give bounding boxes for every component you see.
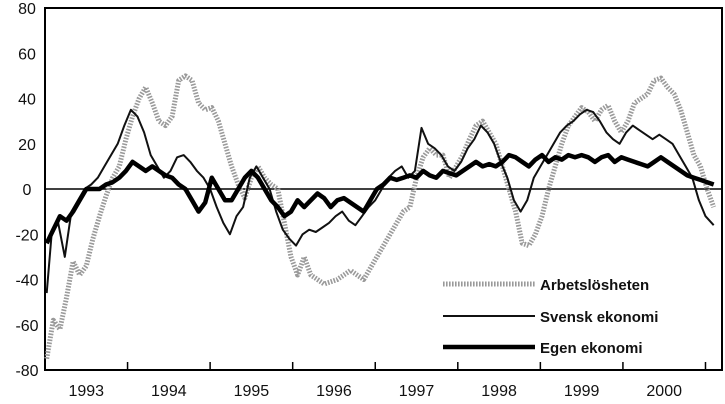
legend-item-svensk-ekonomi-label: Svensk ekonomi: [540, 309, 658, 326]
legend-item-arbetslosheten-label: Arbetslösheten: [540, 277, 649, 294]
x-tick-label: 2000: [646, 383, 682, 400]
x-tick-label: 1996: [316, 383, 352, 400]
series-layer: [44, 73, 717, 360]
x-tick-label: 1997: [399, 383, 435, 400]
x-axis-labels: 1993 1994 1995 1996 1997 1998 1999 2000: [68, 383, 682, 400]
y-tick-label: 60: [18, 46, 36, 63]
legend-item-egen-ekonomi-label: Egen ekonomi: [540, 340, 643, 357]
y-tick-label: -80: [15, 363, 38, 380]
y-tick-label: -60: [15, 318, 38, 335]
series-line-svensk-ekonomi: [45, 108, 715, 294]
x-axis-ticks: [126, 362, 707, 370]
x-tick-label: 1999: [564, 383, 600, 400]
series-line-egen-ekonomi: [44, 152, 715, 245]
y-tick-label: 80: [18, 1, 36, 18]
series-line-arbetslosheten: [44, 73, 717, 360]
x-tick-label: 1998: [481, 383, 517, 400]
y-axis-labels: 80 60 40 20 0 -20 -40 -60 -80: [15, 1, 38, 380]
x-tick-label: 1993: [68, 383, 104, 400]
y-tick-label: -20: [15, 227, 38, 244]
y-tick-label: 0: [23, 182, 32, 199]
y-tick-label: -40: [15, 273, 38, 290]
legend: Arbetslösheten Svensk ekonomi Egen ekonomi: [443, 277, 658, 357]
x-tick-label: 1994: [151, 383, 187, 400]
y-tick-label: 40: [18, 92, 36, 109]
y-tick-label: 20: [18, 137, 36, 154]
x-tick-label: 1995: [234, 383, 270, 400]
